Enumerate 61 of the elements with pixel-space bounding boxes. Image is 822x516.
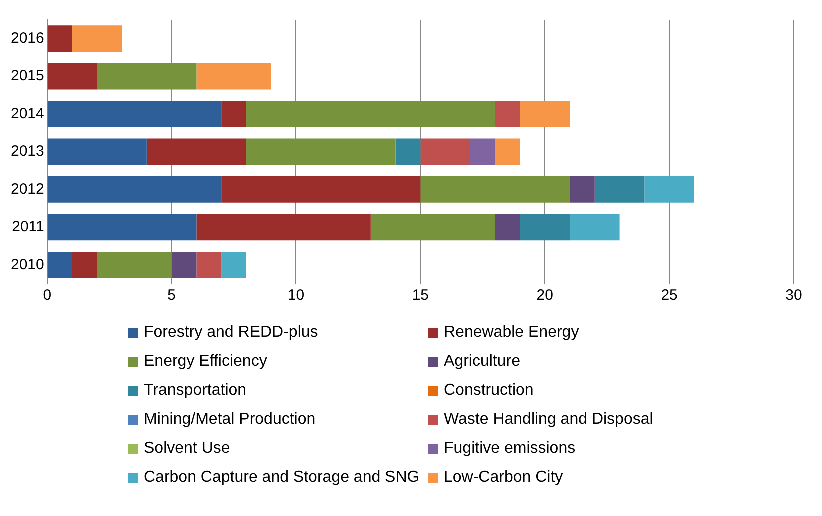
bar [594,176,645,203]
x-tick-label: 0 [43,287,52,304]
bar [48,252,72,278]
bar [495,138,520,166]
x-tick-label: 30 [786,287,802,304]
x-tick-label: 5 [168,287,176,304]
bar [146,138,246,166]
bar [370,214,496,241]
bar [495,101,520,128]
x-tick-label: 25 [661,287,678,304]
bar [570,176,595,203]
y-tick-label: 2011 [12,218,44,236]
bar [570,214,620,241]
legend-label: Fugitive emissions [444,440,576,458]
bar [420,138,470,166]
bar [644,176,694,203]
legend-label: Carbon Capture and Storage and SNG [144,469,420,487]
bar [396,138,421,166]
bar [470,138,496,166]
legend-label: Solvent Use [144,440,230,458]
bar [520,101,570,128]
legend-label: Transportation [144,382,247,400]
bar [48,176,222,203]
bar [495,214,520,241]
legend-label: Low-Carbon City [444,469,564,487]
bar [222,176,421,203]
y-tick-label: 2013 [10,143,44,160]
bar [196,63,272,90]
y-tick-label: 2012 [10,180,44,198]
x-tick-label: 15 [412,287,430,304]
legend-label: Energy Efficiency [144,353,268,371]
legend-label: Construction [444,382,534,400]
bar [72,26,122,52]
legend-label: Mining/Metal Production [144,411,316,429]
bar [246,101,496,128]
y-tick-label: 2015 [10,68,44,85]
bar [48,214,197,241]
bar [222,252,246,278]
y-tick-label: 2010 [10,256,44,274]
bar [72,252,98,278]
bar [48,26,72,52]
x-tick-label: 10 [288,287,305,304]
y-tick-label: 2016 [10,30,44,47]
bar [48,138,147,166]
bar [246,138,396,166]
legend-label: Renewable Energy [444,324,580,342]
legend-label: Waste Handling and Disposal [444,411,654,429]
bar [520,214,570,241]
bar [48,63,98,90]
bar [97,252,172,278]
x-tick-label: 20 [536,287,554,304]
bar [420,176,570,203]
legend-label: Agriculture [444,353,520,371]
legend-label: Forestry and REDD-plus [144,324,318,342]
bar [97,63,197,90]
bar [196,252,222,278]
bar [48,101,222,128]
bar [222,101,246,128]
y-tick-label: 2014 [10,105,44,122]
bar [196,214,371,241]
bar [172,252,197,278]
